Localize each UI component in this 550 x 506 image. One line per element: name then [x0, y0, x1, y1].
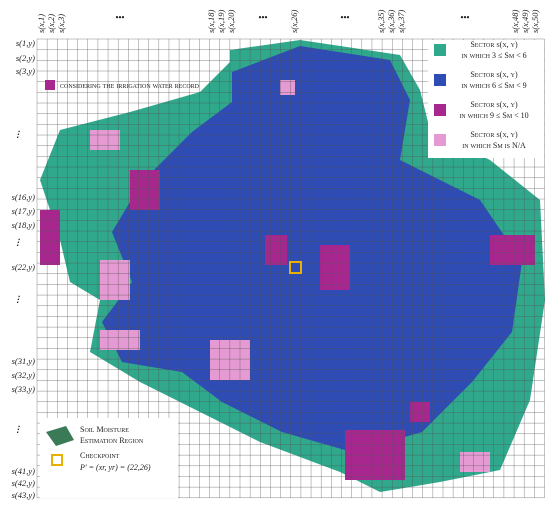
- row-label: s(16,y): [12, 192, 36, 202]
- column-dots: •••: [341, 12, 350, 22]
- checkpoint-coords: P′ = (xr, yr) = (22,26): [79, 463, 151, 472]
- column-dots: •••: [259, 12, 268, 22]
- column-label: s(x,3): [56, 14, 66, 33]
- row-labels: s(1,y) s(2,y) s(3,y) ⋮ s(16,y) s(17,y) s(18,y)…: [12, 38, 36, 500]
- row-dots: ⋮: [14, 294, 23, 304]
- column-label: s(x,19): [216, 9, 226, 33]
- column-label: s(x,36): [386, 9, 396, 33]
- high-moisture: [40, 170, 535, 480]
- column-label: s(x,18): [206, 9, 216, 33]
- row-label: s(1,y): [16, 38, 35, 48]
- column-label: s(x,20): [226, 9, 236, 33]
- legend-swatch: [434, 44, 446, 56]
- column-label: s(x,1): [36, 14, 46, 33]
- legend-condition: in which 9 ≤ Sm < 10: [459, 111, 528, 120]
- row-label: s(41,y): [12, 466, 36, 476]
- column-label: s(x,2): [46, 14, 56, 33]
- checkpoint-text: Checkpoint: [80, 451, 120, 460]
- legend-condition: in which Sm is N/A: [462, 141, 526, 150]
- region-text: Soil Moisture: [80, 425, 129, 434]
- row-label: s(18,y): [12, 220, 36, 230]
- column-labels: s(x,1) s(x,2) s(x,3) ••• s(x,18) s(x,19) s(x,2…: [36, 9, 540, 33]
- row-dots: ⋮: [14, 424, 23, 434]
- note-text: considering the irrigation water record: [60, 81, 200, 90]
- row-label: s(42,y): [12, 478, 36, 488]
- legend-swatch: [434, 134, 446, 146]
- row-dots: ⋮: [14, 129, 23, 139]
- legend-title: Sector s(x, y): [470, 40, 518, 49]
- checkpoint-marker: [289, 261, 302, 274]
- grid: [36, 38, 545, 498]
- column-label: s(x,37): [396, 9, 406, 33]
- row-label: s(31,y): [12, 356, 36, 366]
- legend-swatch: [434, 74, 446, 86]
- row-label: s(22,y): [12, 262, 36, 272]
- column-dots: •••: [116, 12, 125, 22]
- region-icon: [46, 426, 74, 446]
- legend-box: [428, 40, 544, 158]
- column-label: s(x,50): [530, 9, 540, 33]
- column-dots: •••: [461, 12, 470, 22]
- column-label: s(x,35): [376, 9, 386, 33]
- legend-swatch: [434, 104, 446, 116]
- legend-title: Sector s(x, y): [470, 70, 518, 79]
- legend: Sector s(x, y) in which 3 ≤ Sm < 6 Sector …: [434, 40, 529, 150]
- column-label: s(x,48): [510, 9, 520, 33]
- row-dots: ⋮: [14, 237, 23, 247]
- row-label: s(2,y): [16, 53, 35, 63]
- row-label: s(17,y): [12, 206, 36, 216]
- legend-title: Sector s(x, y): [470, 130, 518, 139]
- row-label: s(32,y): [12, 370, 36, 380]
- row-label: s(3,y): [16, 66, 35, 76]
- legend-condition: in which 3 ≤ Sm < 6: [461, 51, 526, 60]
- legend-title: Sector s(x, y): [470, 100, 518, 109]
- checkpoint-icon: [51, 454, 63, 466]
- column-label: s(x,49): [520, 9, 530, 33]
- row-label: s(43,y): [12, 490, 36, 500]
- region-blue: [102, 46, 522, 452]
- row-label: s(33,y): [12, 384, 36, 394]
- note-swatch: [45, 80, 55, 90]
- column-label: s(x,26): [289, 9, 299, 33]
- legend-condition: in which 6 ≤ Sm < 9: [461, 81, 526, 90]
- region-text: Estimation Region: [80, 436, 144, 445]
